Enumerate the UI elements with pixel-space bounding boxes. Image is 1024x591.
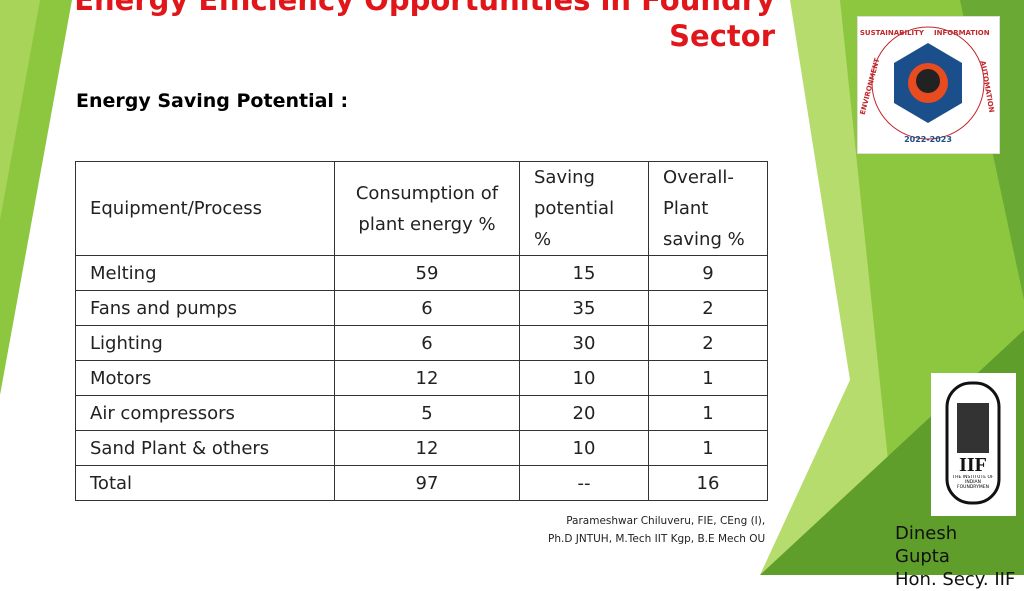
- table-cell: --: [519, 465, 649, 501]
- presenter-line: Gupta: [895, 546, 950, 567]
- table-cell: Lighting: [75, 325, 335, 361]
- logo-text: SUSTAINABILITY: [860, 29, 925, 37]
- subtitle: Energy Saving Potential :: [76, 90, 349, 112]
- table-row: Motors 12 10 1: [75, 360, 768, 396]
- table-cell: 97: [334, 465, 520, 501]
- left-shape-light: [0, 0, 40, 220]
- conference-logo: SUSTAINABILITY INFORMATION ENVIRONMENT A…: [857, 16, 1000, 154]
- table-cell: 16: [648, 465, 768, 501]
- header-line: potential: [534, 198, 615, 219]
- footer-line: Parameshwar Chiluveru, FIE, CEng (I),: [566, 515, 766, 527]
- title: Energy Efficiency Opportunities in Found…: [74, 0, 775, 54]
- table-cell: 1: [648, 395, 768, 431]
- table-row: Sand Plant & others 12 10 1: [75, 430, 768, 466]
- footer: Parameshwar Chiluveru, FIE, CEng (I), Ph…: [548, 512, 765, 548]
- table-cell: Motors: [75, 360, 335, 396]
- header-line: Consumption of: [355, 182, 499, 204]
- table-cell: 12: [334, 430, 520, 466]
- table-cell: 6: [334, 290, 520, 326]
- table-cell: Sand Plant & others: [75, 430, 335, 466]
- iif-name: THE INSTITUTE OF INDIAN FOUNDRYMEN: [952, 475, 994, 490]
- table-cell: 20: [519, 395, 649, 431]
- header-cell: Overall- Plant saving %: [648, 161, 768, 256]
- logo-ring: [871, 26, 985, 140]
- title-line: Energy Efficiency Opportunities in Found…: [74, 0, 775, 17]
- table-cell: 6: [334, 325, 520, 361]
- table-row: Air compressors 5 20 1: [75, 395, 768, 431]
- table-cell: Total: [75, 465, 335, 501]
- logo-text: AUTOMATION: [978, 60, 995, 113]
- header-line: Overall-: [663, 167, 734, 188]
- table-cell: 15: [519, 255, 649, 291]
- header-cell: Consumption of plant energy %: [334, 161, 520, 256]
- table-row: Melting 59 15 9: [75, 255, 768, 291]
- table-cell: Fans and pumps: [75, 290, 335, 326]
- table-cell: 9: [648, 255, 768, 291]
- table-cell: 30: [519, 325, 649, 361]
- presenter: Dinesh Gupta Hon. Secy. IIF: [895, 522, 1015, 591]
- table-row: Fans and pumps 6 35 2: [75, 290, 768, 326]
- header-line: %: [534, 229, 552, 250]
- table-cell: 1: [648, 360, 768, 396]
- logo-text: ENVIRONMENT: [859, 57, 882, 116]
- table-cell: 2: [648, 325, 768, 361]
- logo-graphic: SUSTAINABILITY INFORMATION ENVIRONMENT A…: [859, 26, 996, 144]
- header-line: saving %: [663, 229, 745, 250]
- iif-graphic: IIF THE INSTITUTE OF INDIAN FOUNDRYMEN: [945, 381, 1001, 505]
- table-cell: Melting: [75, 255, 335, 291]
- table-cell: 2: [648, 290, 768, 326]
- presenter-line: Hon. Secy. IIF: [895, 569, 1016, 590]
- header-line: Plant: [663, 198, 709, 219]
- iif-mark: IIF: [959, 454, 987, 476]
- iif-logo: IIF THE INSTITUTE OF INDIAN FOUNDRYMEN: [931, 373, 1016, 516]
- table-cell: 59: [334, 255, 520, 291]
- table-row: Total 97 -- 16: [75, 465, 768, 501]
- table-cell: 10: [519, 430, 649, 466]
- table-cell: 10: [519, 360, 649, 396]
- table-cell: 12: [334, 360, 520, 396]
- table-cell: 5: [334, 395, 520, 431]
- footer-line: Ph.D JNTUH, M.Tech IIT Kgp, B.E Mech OU: [548, 533, 766, 545]
- table: Equipment/Process Consumption of plant ene…: [75, 161, 768, 501]
- header-row: Equipment/Process Consumption of plant ene…: [75, 161, 768, 256]
- header-cell: Equipment/Process: [75, 161, 335, 256]
- logo-year: 2022-2023: [904, 135, 952, 144]
- table-cell: 1: [648, 430, 768, 466]
- header-line: plant energy %: [358, 213, 496, 235]
- iif-figure: [957, 403, 989, 453]
- table-cell: 35: [519, 290, 649, 326]
- header-line: Equipment/Process: [90, 198, 263, 219]
- presenter-line: Dinesh: [895, 523, 958, 544]
- logo-core-inner: [916, 69, 940, 93]
- title-line: Sector: [669, 19, 775, 53]
- header-cell: Saving potential%: [519, 161, 649, 256]
- table-row: Lighting 6 30 2: [75, 325, 768, 361]
- iif-name-box: THE INSTITUTE OF INDIAN FOUNDRYMEN: [952, 475, 994, 490]
- header-line: Saving: [534, 167, 595, 188]
- logo-text: INFORMATION: [934, 29, 990, 37]
- table-cell: Air compressors: [75, 395, 335, 431]
